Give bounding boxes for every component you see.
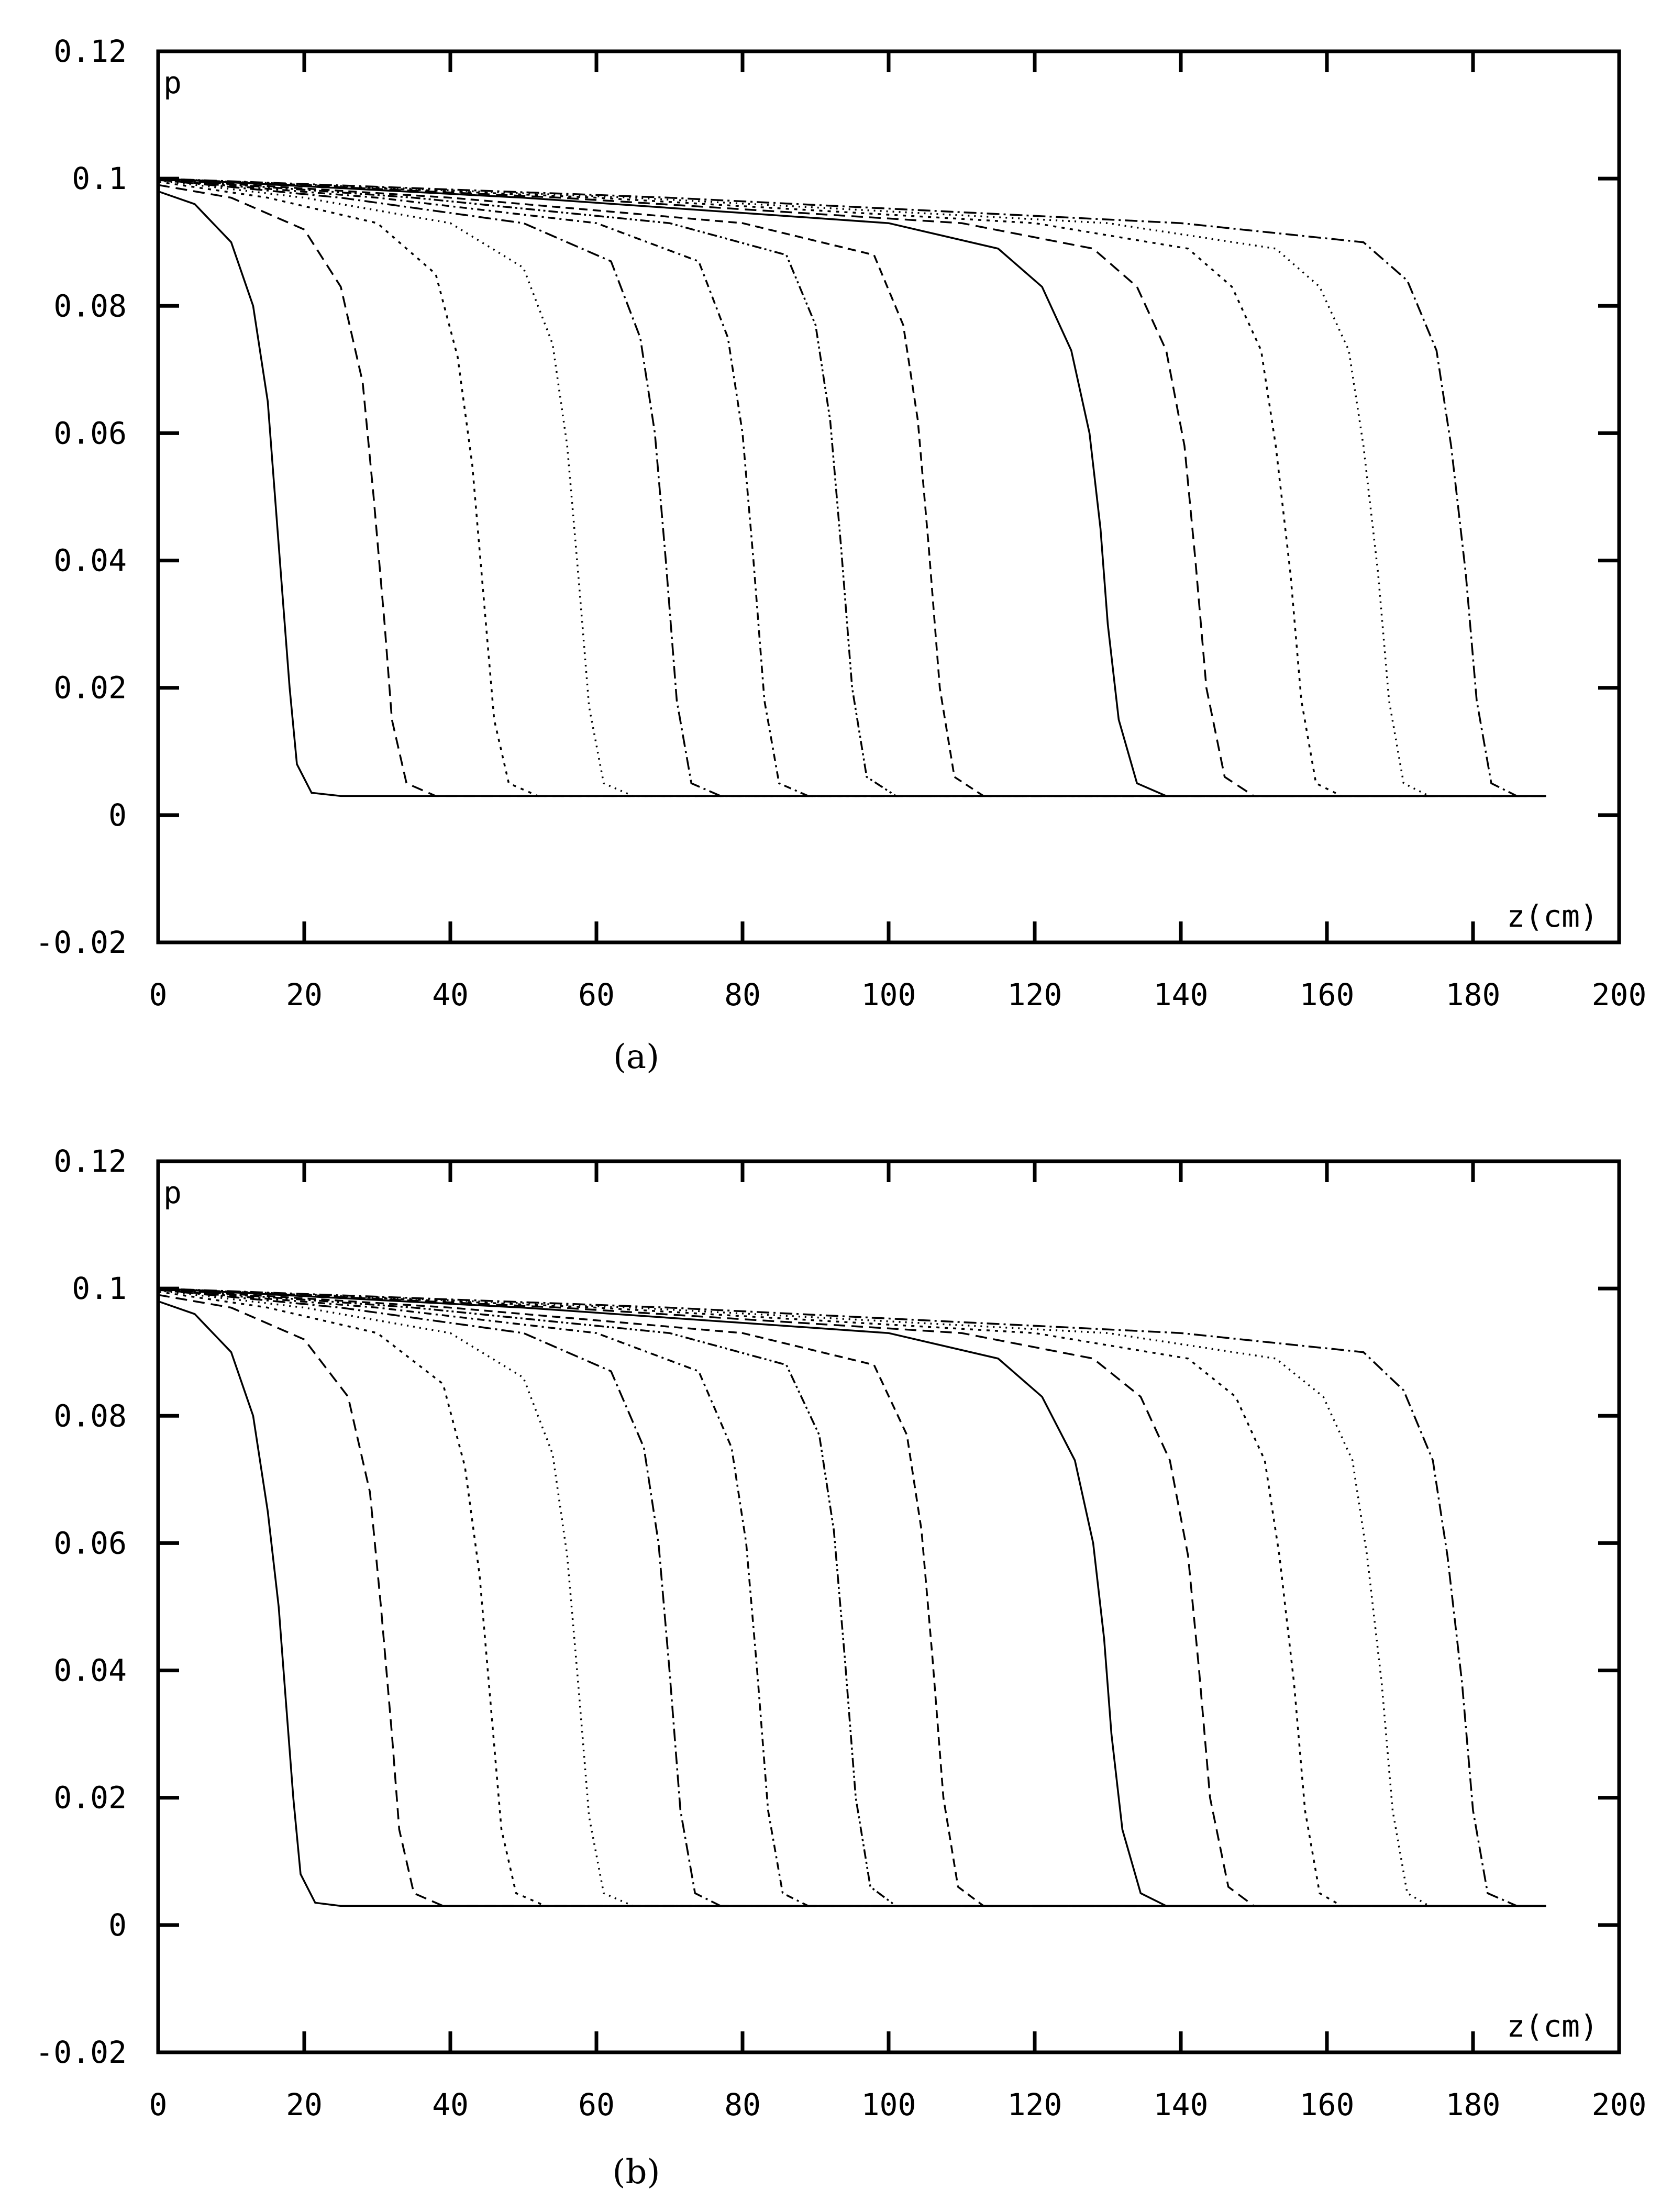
y-tick-label: 0.04 [53,1653,127,1688]
x-tick-label: 180 [1446,2087,1501,2122]
x-tick-label: 160 [1300,977,1355,1013]
y-tick-label: 0.1 [72,1271,127,1306]
plot-frame [156,1159,1621,2054]
x-tick-label: 200 [1592,977,1647,1013]
series-line-9 [158,1287,1546,1907]
series-line-7 [158,1288,1546,1907]
x-tick-label: 60 [578,977,615,1013]
x-tick-label: 40 [432,2087,469,2122]
y-tick-label: -0.02 [35,2035,127,2070]
series-line-13 [158,177,1546,797]
y-tick-label: -0.02 [35,925,127,960]
y-tick-label: 0.08 [53,1398,127,1433]
y-tick-label: 0.08 [53,288,127,324]
x-tick-label: 40 [432,977,469,1013]
y-tick-label: 0.02 [53,670,127,706]
plot-frame [156,49,1621,944]
y-axis-label: p [163,65,182,101]
series-line-2 [158,184,1546,797]
x-tick-label: 80 [724,977,761,1013]
series-line-7 [158,178,1546,797]
series-line-10 [158,177,1546,797]
series-line-4 [158,1290,1546,1907]
series-line-1 [158,190,1546,797]
x-axis-label: z(cm) [1507,898,1598,934]
x-tick-label: 120 [1007,977,1062,1013]
chart-panel-a: 0 20 40 60 80 100 120 140 160 180 200 -0.02 0 0.02 0.0… [35,34,1646,1076]
x-tick-label: 60 [578,2087,615,2122]
y-tick-label: 0.06 [53,1525,127,1561]
series-line-5 [158,179,1546,797]
panel-caption: (b) [613,2153,660,2192]
series-line-12 [158,177,1546,797]
panel-caption: (a) [613,1038,659,1076]
x-tick-label: 0 [149,2087,168,2122]
series-line-13 [158,1287,1546,1907]
y-tick-label: 0.04 [53,543,127,579]
x-tick-label: 20 [286,977,323,1013]
x-tick-label: 120 [1007,2087,1062,2122]
x-tick-label: 140 [1154,2087,1209,2122]
series-line-6 [158,179,1546,797]
series-line-4 [158,180,1546,797]
x-tick-label: 160 [1300,2087,1355,2122]
x-tick-label: 20 [286,2087,323,2122]
x-axis-label: z(cm) [1507,2008,1598,2044]
series-line-8 [158,1288,1546,1907]
x-tick-label: 200 [1592,2087,1647,2122]
y-tick-label: 0.02 [53,1780,127,1816]
y-tick-label: 0.1 [72,161,127,196]
chart-panel-b: 0 20 40 60 80 100 120 140 160 180 200 -0.02 0 0.02 0.0… [35,1143,1646,2192]
x-tick-label: 100 [861,2087,916,2122]
series-line-3 [158,181,1546,797]
y-axis-label: p [163,1175,182,1210]
series-line-2 [158,1294,1546,1907]
series-line-11 [158,177,1546,797]
series-group [158,177,1546,797]
y-tick-label: 0.12 [53,34,127,69]
series-line-3 [158,1291,1546,1907]
y-tick-label: 0.12 [53,1143,127,1179]
series-line-9 [158,177,1546,797]
x-tick-label: 100 [861,977,916,1013]
series-line-5 [158,1288,1546,1907]
series-line-1 [158,1300,1546,1907]
x-tick-label: 0 [149,977,168,1013]
series-line-11 [158,1287,1546,1907]
series-line-8 [158,178,1546,797]
x-tick-label: 80 [724,2087,761,2122]
series-line-10 [158,1287,1546,1907]
y-tick-label: 0.06 [53,415,127,451]
x-tick-label: 140 [1154,977,1209,1013]
x-tick-label: 180 [1446,977,1501,1013]
y-tick-label: 0 [108,797,127,833]
series-line-6 [158,1288,1546,1907]
y-tick-label: 0 [108,1907,127,1943]
series-line-12 [158,1287,1546,1907]
series-group [158,1287,1546,1907]
